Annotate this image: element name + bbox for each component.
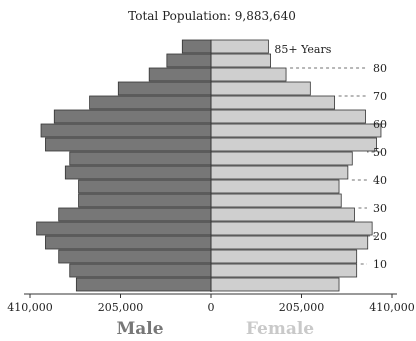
x-tick-label: 410,000 [369, 301, 415, 314]
age-tick-label: 40 [373, 174, 387, 187]
female-bar-35-39 [210, 179, 340, 194]
male-bar-85+ Years [181, 39, 212, 54]
female-bar-15-19 [210, 235, 369, 250]
female-bar-85+ Years [210, 39, 269, 54]
male-bar-15-19 [45, 235, 212, 250]
male-bar-0-4 [75, 277, 212, 292]
male-bar-5-9 [69, 263, 212, 278]
male-bar-20-24 [36, 221, 212, 236]
female-bar-25-29 [210, 207, 355, 222]
male-bar-30-34 [78, 193, 212, 208]
male-bar-40-44 [64, 165, 212, 180]
x-tick-label: 205,000 [279, 301, 325, 314]
female-bar-30-34 [210, 193, 342, 208]
female-bar-0-4 [210, 277, 340, 292]
female-bar-60-64 [210, 109, 366, 124]
female-bar-80-84 [210, 53, 271, 68]
female-bar-50-54 [210, 137, 377, 152]
male-bar-65-69 [89, 95, 212, 110]
age-tick-label: 70 [373, 90, 387, 103]
male-label: Male [116, 319, 163, 339]
male-bar-25-29 [58, 207, 212, 222]
female-bar-55-59 [210, 123, 382, 138]
age-tick-label: 20 [373, 230, 387, 243]
x-axis: 410,000 205,000 0 205,000 410,000 [7, 293, 415, 314]
female-bar-70-74 [210, 81, 311, 96]
male-bar-50-54 [45, 137, 212, 152]
age-tick-label: 80 [373, 62, 387, 75]
male-bar-35-39 [78, 179, 212, 194]
age-tick-label: 10 [373, 258, 387, 271]
female-bar-10-14 [210, 249, 358, 264]
female-bar-65-69 [210, 95, 336, 110]
female-bar-20-24 [210, 221, 373, 236]
male-bar-60-64 [53, 109, 212, 124]
age-tick-label: 30 [373, 202, 387, 215]
x-tick-label: 0 [208, 301, 215, 314]
x-tick-label: 205,000 [98, 301, 144, 314]
female-label: Female [246, 319, 314, 339]
female-bar-75-79 [210, 67, 287, 82]
male-bar-80-84 [166, 53, 212, 68]
female-bar-5-9 [210, 263, 358, 278]
chart-title: Total Population: 9,883,640 [128, 9, 296, 23]
male-bar-45-49 [69, 151, 212, 166]
female-bar-40-44 [210, 165, 349, 180]
male-bar-75-79 [148, 67, 212, 82]
female-bar-45-49 [210, 151, 353, 166]
male-bar-55-59 [40, 123, 212, 138]
labels-layer: 10 20 30 40 50 60 70 80 85+ Years [274, 43, 387, 271]
x-tick-label: 410,000 [7, 301, 53, 314]
age-tick-label: 60 [373, 118, 387, 131]
age-tick-label: 50 [373, 146, 387, 159]
bars-layer [36, 39, 382, 292]
age-leaders-layer [290, 67, 385, 265]
male-bar-10-14 [58, 249, 212, 264]
top-age-group-label: 85+ Years [274, 43, 331, 56]
male-bar-70-74 [117, 81, 212, 96]
